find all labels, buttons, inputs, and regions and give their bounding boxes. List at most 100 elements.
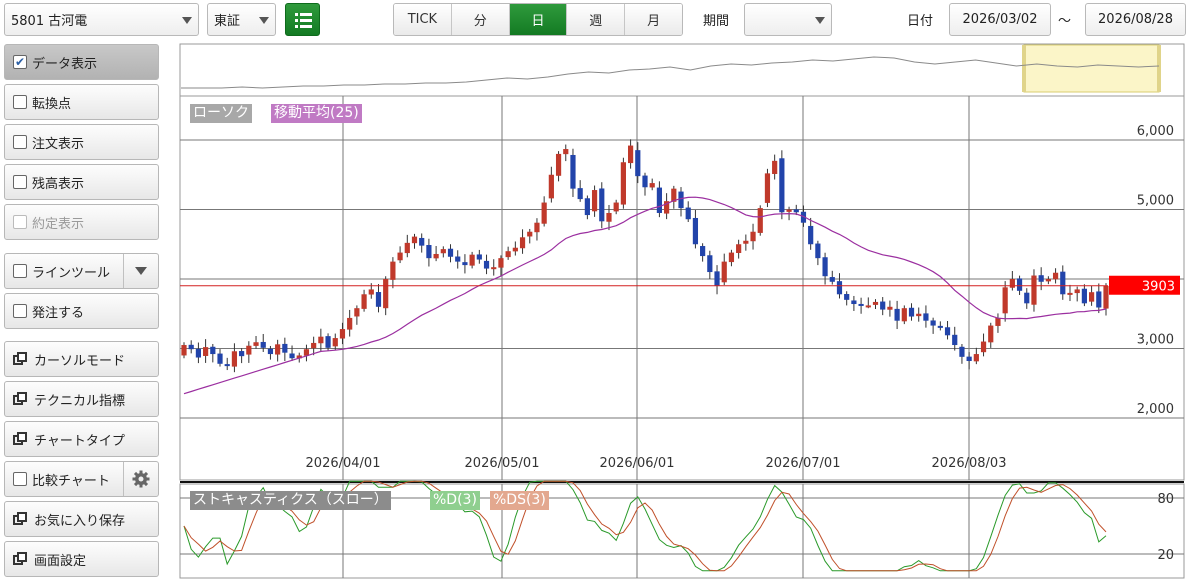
candle-body: [671, 188, 677, 202]
main-panel-frame: [179, 95, 1185, 481]
checkbox-icon: [13, 215, 27, 229]
y-tick-label: 6,000: [1137, 124, 1174, 139]
candle-body: [555, 153, 562, 176]
candle-body: [800, 211, 807, 223]
tab-period-1[interactable]: 分: [451, 4, 510, 35]
market-select[interactable]: 東証: [207, 3, 276, 36]
candle-body: [267, 348, 274, 355]
place-order-toggle[interactable]: 発注する: [4, 293, 159, 329]
candle-body: [1038, 275, 1044, 282]
candle-body: [231, 351, 238, 367]
screen-settings-button[interactable]: 画面設定: [4, 541, 159, 577]
x-tick-label: 2026/06/01: [600, 456, 675, 471]
candle-body: [296, 355, 302, 359]
turning-point-toggle[interactable]: 転換点: [4, 84, 159, 120]
candle-body: [1052, 272, 1059, 280]
candle-body: [469, 254, 475, 266]
candle-body: [404, 242, 410, 254]
candle-body: [858, 303, 864, 306]
cursor-mode-button[interactable]: カーソルモード: [4, 341, 159, 377]
candle-body: [880, 301, 886, 310]
candle-body: [613, 202, 619, 212]
candle-body: [678, 191, 684, 209]
window-icon: [13, 392, 29, 406]
period-tabs: TICK 分日週月: [393, 3, 683, 36]
candle-body: [959, 346, 965, 357]
stock-select-value: 5801 古河電: [11, 14, 88, 29]
list-menu-button[interactable]: [285, 3, 320, 36]
gear-icon: [132, 470, 150, 488]
chart-type-button[interactable]: チャートタイプ: [4, 421, 159, 457]
candle-body: [1088, 292, 1095, 302]
candle-body: [491, 267, 497, 270]
navigator-line: [181, 56, 1160, 89]
technical-indicator-button[interactable]: テクニカル指標: [4, 381, 159, 417]
tab-period-3[interactable]: 週: [567, 4, 626, 35]
date-from-input[interactable]: 2026/03/02: [949, 3, 1051, 36]
tab-period-0[interactable]: TICK: [394, 4, 452, 35]
candle-body: [973, 354, 979, 362]
last-price-label: 3903: [1142, 280, 1175, 295]
compare-settings-button[interactable]: [123, 462, 158, 496]
candle-body: [865, 305, 871, 308]
candle-body: [519, 237, 526, 249]
compare-chart-toggle[interactable]: 比較チャート: [4, 461, 159, 497]
save-favorite-button[interactable]: お気に入り保存: [4, 501, 159, 537]
candle-body: [779, 158, 785, 213]
tab-period-4[interactable]: 月: [625, 4, 682, 35]
data-display-toggle[interactable]: ✔ データ表示: [4, 44, 159, 80]
candle-body: [188, 344, 194, 350]
stock-select[interactable]: 5801 古河電: [4, 3, 199, 36]
candle-body: [534, 222, 540, 233]
window-icon: [13, 352, 29, 366]
candle-body: [260, 341, 266, 348]
candle-body: [181, 345, 187, 356]
candle-body: [289, 353, 295, 359]
line-tool-toggle[interactable]: ラインツール: [4, 253, 159, 289]
candle-body: [887, 306, 893, 310]
checkbox-icon: [13, 472, 27, 486]
candle-body: [512, 247, 518, 252]
candle-body: [772, 160, 778, 174]
candle-body: [599, 188, 605, 222]
candle-body: [707, 255, 713, 273]
candle-body: [757, 208, 763, 233]
checkbox-checked-icon: ✔: [13, 55, 27, 69]
candle-body: [916, 313, 922, 317]
navigator-handle-left: [1022, 45, 1026, 92]
chevron-down-icon: [182, 16, 192, 24]
candle-body: [505, 251, 511, 258]
candle-body: [692, 217, 699, 245]
candle-body: [397, 252, 403, 261]
x-tick-label: 2026/05/01: [465, 456, 540, 471]
candle-body: [570, 154, 576, 189]
candle-body: [419, 237, 425, 246]
x-tick-label: 2026/07/01: [766, 456, 841, 471]
balance-display-toggle[interactable]: 残高表示: [4, 164, 159, 200]
tab-period-2[interactable]: 日: [509, 4, 568, 35]
period-select[interactable]: [744, 3, 832, 36]
x-tick-label: 2026/08/03: [932, 456, 1007, 471]
order-display-toggle[interactable]: 注文表示: [4, 124, 159, 160]
candle-body: [476, 254, 482, 260]
candle-body: [375, 292, 382, 307]
market-select-value: 東証: [214, 14, 241, 29]
candle-body: [368, 289, 374, 295]
line-tool-dropdown-button[interactable]: [123, 254, 158, 288]
candle-body: [937, 325, 943, 328]
candle-body: [980, 341, 987, 353]
candle-body: [750, 231, 756, 242]
last-price-tag: [1109, 275, 1180, 295]
date-to-input[interactable]: 2026/08/28: [1085, 3, 1186, 36]
candle-body: [635, 150, 641, 177]
candle-body: [455, 256, 461, 262]
candle-body: [822, 257, 828, 277]
candle-body: [988, 325, 994, 343]
candle-body: [1002, 287, 1008, 314]
candle-body: [808, 225, 814, 245]
candle-body: [908, 307, 915, 317]
candle-body: [793, 209, 799, 213]
checkbox-icon: [13, 304, 27, 318]
candle-body: [901, 308, 907, 322]
